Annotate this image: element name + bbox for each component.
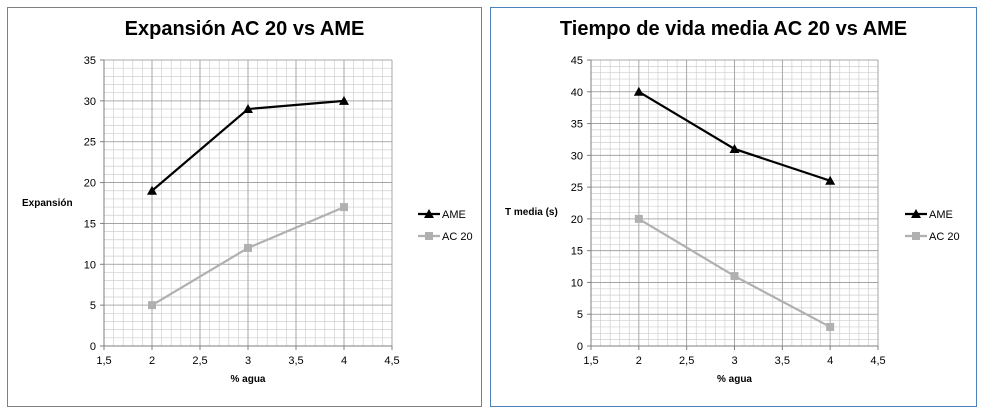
x-tick-label: 1,5 <box>583 355 598 367</box>
data-point-triangle <box>633 86 644 96</box>
x-axis-title: % agua <box>230 374 265 385</box>
x-tick-label: 4,5 <box>870 355 885 367</box>
x-tick-label: 4,5 <box>384 355 399 367</box>
line-chart-expansion: 1,5 2 2,5 3 3,5 4 4,5 0 5 10 15 20 25 30 35 % agua Expan… <box>22 55 473 385</box>
y-tick-label: 20 <box>84 178 96 190</box>
legend-marker-triangle <box>424 209 434 218</box>
legend-label: AC 20 <box>442 231 473 243</box>
legend-label: AC 20 <box>929 231 960 243</box>
y-tick-label: 15 <box>84 218 96 230</box>
x-tick-label: 3,5 <box>775 355 790 367</box>
y-tick-label: 45 <box>571 55 583 67</box>
x-tick-label: 2,5 <box>192 355 207 367</box>
data-point-square <box>340 203 348 212</box>
chart-title: Tiempo de vida media AC 20 vs AME <box>559 18 908 40</box>
y-axis-title: T media (s) <box>505 207 558 218</box>
x-tick-label: 3,5 <box>288 355 303 367</box>
grid <box>103 59 393 347</box>
y-tick-label: 5 <box>577 309 583 321</box>
legend-entry: AME <box>418 209 466 221</box>
data-point-triangle <box>729 143 740 153</box>
data-point-triangle <box>243 104 253 114</box>
x-tick-label: 3 <box>245 355 251 367</box>
data-point-square <box>244 243 252 252</box>
chart-panel-expansion: Expansión AC 20 vs AME 1,5 2 2,5 3 3,5 4 4,5 0 5… <box>7 7 482 407</box>
y-tick-label: 15 <box>571 246 583 258</box>
x-tick-label: 4 <box>827 355 833 367</box>
data-point-square <box>730 272 739 281</box>
y-tick-label: 35 <box>84 55 96 67</box>
y-tick-label: 40 <box>571 87 583 99</box>
legend-marker-square <box>425 232 433 240</box>
data-point-square <box>826 322 835 331</box>
legend-marker-triangle <box>911 209 921 218</box>
x-tick-label: 2 <box>636 355 642 367</box>
series-ac-20 <box>148 203 348 310</box>
y-tick-label: 0 <box>577 341 583 353</box>
series-ac-20 <box>634 214 835 331</box>
data-point-square <box>634 214 643 223</box>
chart-title: Expansión AC 20 vs AME <box>124 18 365 40</box>
legend-label: AME <box>442 209 466 221</box>
y-tick-label: 30 <box>84 96 96 108</box>
y-tick-label: 10 <box>84 259 96 271</box>
line-chart-half-life: 1,5 2 2,5 3 3,5 4 4,5 0 5 10 15 20 25 30 35 40 45 % agua T… <box>505 55 960 385</box>
y-tick-label: 30 <box>571 150 583 162</box>
data-point-triangle <box>825 175 836 185</box>
legend-entry: AC 20 <box>905 231 960 243</box>
data-point-triangle <box>147 185 157 195</box>
grid <box>590 59 879 347</box>
x-tick-label: 2 <box>149 355 155 367</box>
y-tick-label: 5 <box>90 300 96 312</box>
x-tick-label: 2,5 <box>679 355 694 367</box>
y-axis-title: Expansión <box>22 198 73 209</box>
y-tick-label: 25 <box>84 137 96 149</box>
y-tick-label: 0 <box>90 341 96 353</box>
y-tick-label: 20 <box>571 214 583 226</box>
y-tick-label: 35 <box>571 119 583 131</box>
series-ame <box>147 95 349 195</box>
y-tick-label: 25 <box>571 182 583 194</box>
x-tick-label: 4 <box>341 355 347 367</box>
x-tick-label: 3 <box>731 355 737 367</box>
data-point-square <box>148 301 156 310</box>
x-tick-label: 1,5 <box>96 355 111 367</box>
legend-entry: AC 20 <box>418 231 473 243</box>
x-axis-title: % agua <box>717 374 752 385</box>
legend-label: AME <box>929 209 953 221</box>
series-ame <box>633 86 836 185</box>
legend-marker-square <box>912 232 920 240</box>
legend-entry: AME <box>905 209 953 221</box>
data-point-triangle <box>339 95 349 105</box>
y-tick-label: 10 <box>571 277 583 289</box>
chart-panel-half-life: Tiempo de vida media AC 20 vs AME 1,5 2 2,… <box>490 7 977 407</box>
